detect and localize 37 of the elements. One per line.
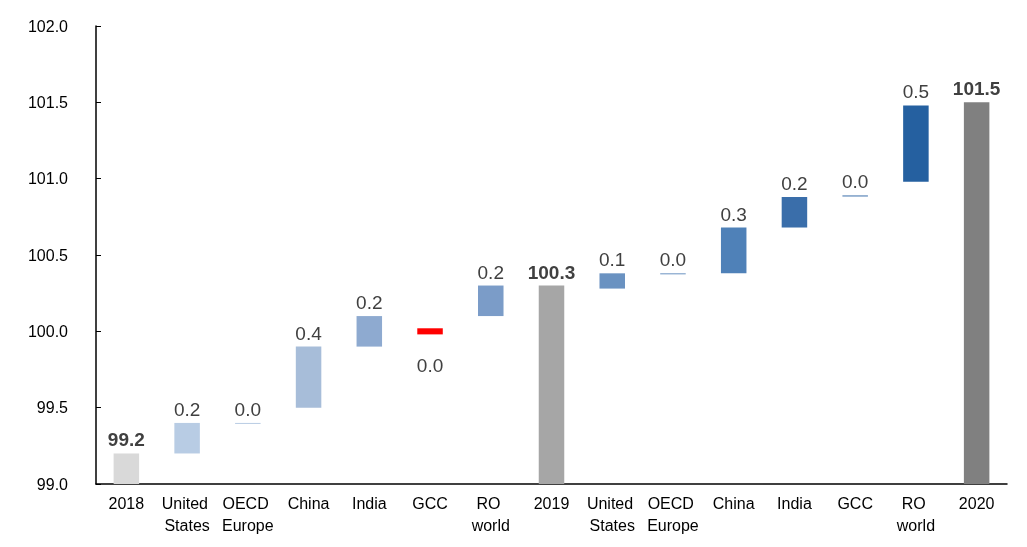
y-tick-label: 101.0 (27, 170, 69, 188)
x-tick-label: 2018 (108, 494, 145, 512)
x-tick-label: India (777, 494, 812, 512)
x-tick-label: OECD Europe (222, 494, 274, 534)
y-tick-label: 101.5 (27, 93, 69, 111)
data-label: 0.0 (659, 249, 687, 271)
data-label: 101.5 (952, 78, 1001, 100)
data-label: 0.0 (841, 171, 869, 193)
data-label: 0.2 (781, 172, 808, 194)
x-tick-label: RO world (470, 494, 510, 534)
data-label: 0.0 (416, 355, 444, 377)
x-tick-label: RO world (895, 494, 936, 534)
y-tick-label: 99.0 (36, 475, 69, 493)
y-tick-label: 100.0 (27, 322, 69, 340)
x-tick-label: China (712, 494, 755, 512)
x-tick-label: GCC (837, 494, 873, 512)
data-label: 0.1 (599, 249, 626, 271)
y-tick-label: 102.0 (27, 17, 69, 35)
data-label: 0.3 (720, 203, 747, 225)
data-label: 99.2 (107, 429, 145, 451)
x-tick-label: GCC (412, 494, 448, 512)
data-label: 0.2 (477, 261, 504, 283)
y-tick-label: 99.5 (36, 399, 69, 417)
y-tick-label: 100.5 (27, 246, 69, 264)
x-tick-label: 2020 (958, 494, 995, 512)
data-label: 0.2 (173, 398, 201, 420)
data-label: 0.4 (295, 322, 323, 344)
x-tick-label: OECD Europe (647, 494, 699, 534)
x-tick-label: United States (586, 494, 638, 534)
x-tick-label: 2019 (533, 494, 570, 512)
data-label: 0.2 (356, 292, 383, 314)
data-label: 0.5 (902, 81, 930, 103)
x-tick-label: United States (161, 494, 213, 534)
x-tick-label: China (287, 494, 330, 512)
x-tick-label: India (351, 494, 387, 512)
data-label: 0.0 (234, 398, 262, 420)
data-label: 100.3 (527, 261, 576, 283)
